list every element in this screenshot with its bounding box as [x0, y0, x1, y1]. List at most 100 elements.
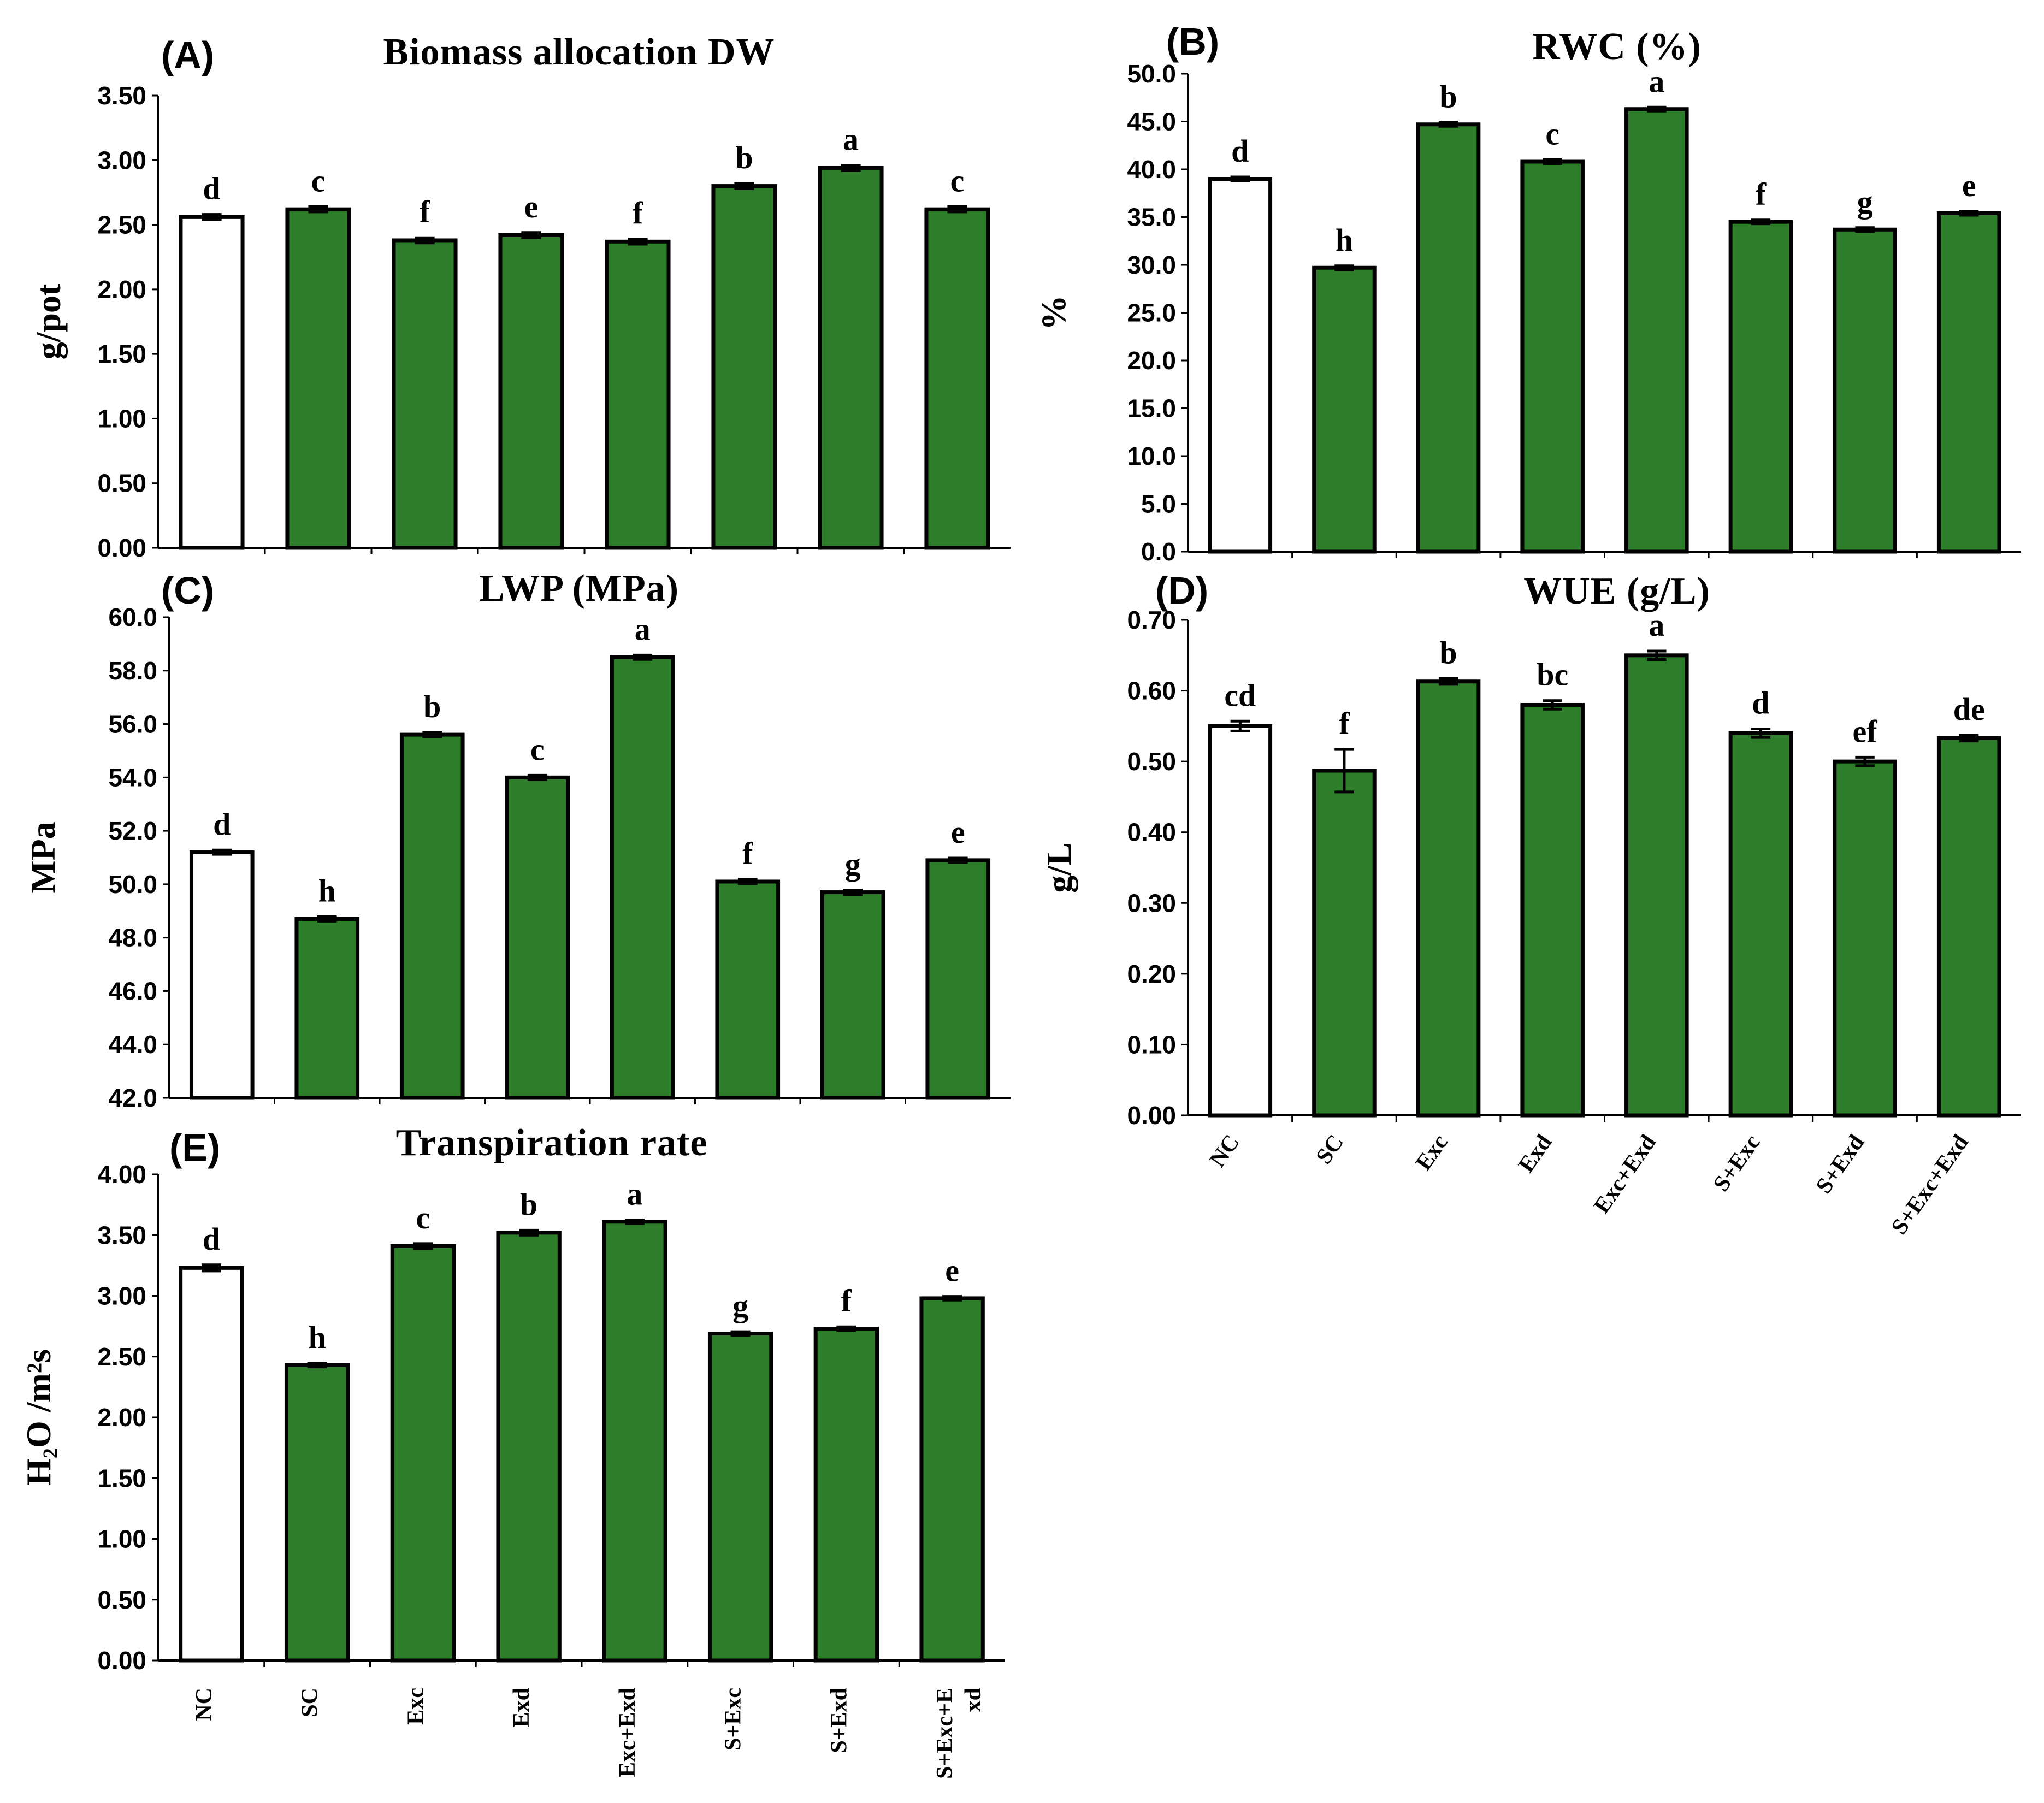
error-bar: [201, 1263, 221, 1273]
bar-s-exc-exd: [924, 207, 990, 550]
x-tick-label: S+Exd: [1811, 1130, 1869, 1198]
bar-sc: [284, 1363, 350, 1663]
bar-s-exc: [707, 1331, 773, 1663]
x-tick-label: Exd: [1514, 1130, 1557, 1177]
y-tick-label: 15.0: [1127, 394, 1176, 423]
y-tick-label: 45.0: [1127, 108, 1176, 136]
error-bar: [1959, 210, 1979, 217]
y-tick-label: 0.00: [1127, 1101, 1176, 1130]
bar-exd: [1520, 702, 1585, 1118]
bar-exd: [1520, 159, 1585, 554]
significance-letter: g: [1857, 184, 1873, 220]
bar-exc-exd: [610, 655, 675, 1100]
significance-letter: h: [318, 873, 336, 909]
y-axis-label: H₂O /m²s: [19, 1349, 58, 1486]
error-bar: [734, 182, 754, 190]
significance-letter: h: [308, 1320, 326, 1355]
error-bar: [1751, 218, 1771, 226]
significance-letter: d: [203, 171, 220, 206]
significance-letter: b: [735, 140, 753, 175]
y-tick-label: 4.00: [97, 1160, 146, 1189]
significance-letter: f: [841, 1283, 852, 1319]
x-tick-label: S+Exd: [826, 1688, 852, 1753]
significance-letter: f: [1756, 176, 1767, 212]
significance-letter: cd: [1224, 677, 1256, 713]
y-axis-label: g/L: [1039, 842, 1078, 892]
y-tick-label: 0.70: [1127, 606, 1176, 634]
x-tick-label: NC: [1205, 1130, 1244, 1172]
bar-sc: [1312, 265, 1377, 554]
significance-letter: d: [1231, 133, 1249, 169]
significance-letter: c: [530, 731, 545, 767]
bar-nc: [179, 215, 245, 550]
y-tick-label: 20.0: [1127, 346, 1176, 375]
panel-label: (B): [1166, 20, 1219, 63]
y-tick-label: 0.10: [1127, 1030, 1176, 1059]
error-bar: [948, 856, 968, 864]
x-tick-label: NC: [192, 1688, 217, 1721]
bar-s-exc: [1728, 220, 1793, 554]
error-bar: [628, 238, 648, 246]
bar-s-exc-exd: [925, 858, 991, 1100]
chart-title: WUE (g/L): [1523, 570, 1710, 612]
error-bar: [1959, 734, 1979, 743]
y-tick-label: 50.0: [1127, 60, 1176, 88]
significance-letter: b: [520, 1186, 537, 1222]
x-tick-label: S+Exc: [721, 1688, 746, 1751]
significance-letter: g: [845, 847, 861, 882]
error-bar: [308, 205, 328, 214]
significance-letter: a: [843, 122, 859, 157]
y-tick-label: 3.00: [97, 146, 146, 174]
error-bar: [415, 236, 435, 245]
x-tick-label: S+Exc+Exd: [1887, 1130, 1974, 1239]
bar-s-exc: [1728, 731, 1793, 1118]
significance-letter: e: [951, 814, 965, 850]
error-bar: [1334, 264, 1354, 271]
y-tick-label: 52.0: [108, 817, 157, 845]
significance-letter: b: [1439, 635, 1457, 671]
error-bar: [317, 915, 337, 923]
chart-panel-d: (D) WUE (g/L) g/L 0.00 0.10 0.20 0.30 0.40 0.50 0…: [1039, 569, 2021, 1239]
y-tick-label: 0.50: [97, 469, 146, 498]
x-tick-label: Exc: [1411, 1130, 1452, 1175]
y-tick-label: 0.0: [1141, 537, 1176, 566]
error-bar: [633, 653, 653, 661]
significance-letter: a: [627, 1176, 642, 1211]
significance-letter: de: [1953, 691, 1985, 727]
y-tick-label: 2.50: [97, 1343, 146, 1371]
bar-s-exd: [813, 1327, 879, 1663]
significance-letter: b: [1439, 79, 1457, 114]
error-bar: [841, 164, 861, 172]
y-tick-label: 3.00: [97, 1282, 146, 1310]
bar-s-exd: [820, 890, 885, 1100]
significance-letter: bc: [1537, 657, 1568, 693]
significance-letter: c: [950, 163, 965, 198]
y-tick-label: 1.00: [97, 1525, 146, 1553]
error-bar: [307, 1362, 327, 1369]
chart-panel-c: (C) LWP (MPa) MPa 42.0 44.0 46.0 48.0 50.0 52.0 5…: [23, 567, 1011, 1112]
bar-exd: [498, 233, 564, 550]
bar-nc: [1208, 724, 1273, 1118]
error-bar: [1751, 728, 1771, 739]
y-tick-label: 46.0: [108, 977, 157, 1005]
significance-letter: a: [635, 611, 651, 647]
error-bar: [1855, 755, 1875, 767]
y-tick-label: 10.0: [1127, 442, 1176, 470]
bar-exc-exd: [1624, 653, 1689, 1118]
y-axis-label: MPa: [23, 821, 62, 894]
y-tick-label: 0.30: [1127, 889, 1176, 917]
bar-exc-exd: [602, 1220, 667, 1663]
significance-letter: d: [1752, 685, 1769, 721]
error-bar: [1543, 699, 1562, 711]
significance-letter: e: [524, 189, 539, 224]
panel-label: (C): [161, 569, 214, 612]
x-tick-label: Exc: [403, 1688, 428, 1725]
error-bar: [202, 213, 222, 221]
bar-exc-exd: [605, 239, 671, 550]
error-bar: [527, 773, 547, 781]
error-bar: [730, 1330, 751, 1337]
y-tick-label: 3.50: [97, 1221, 146, 1249]
bar-exc-exd: [1624, 107, 1689, 554]
y-tick-label: 48.0: [108, 924, 157, 952]
significance-letter: f: [1339, 706, 1350, 741]
